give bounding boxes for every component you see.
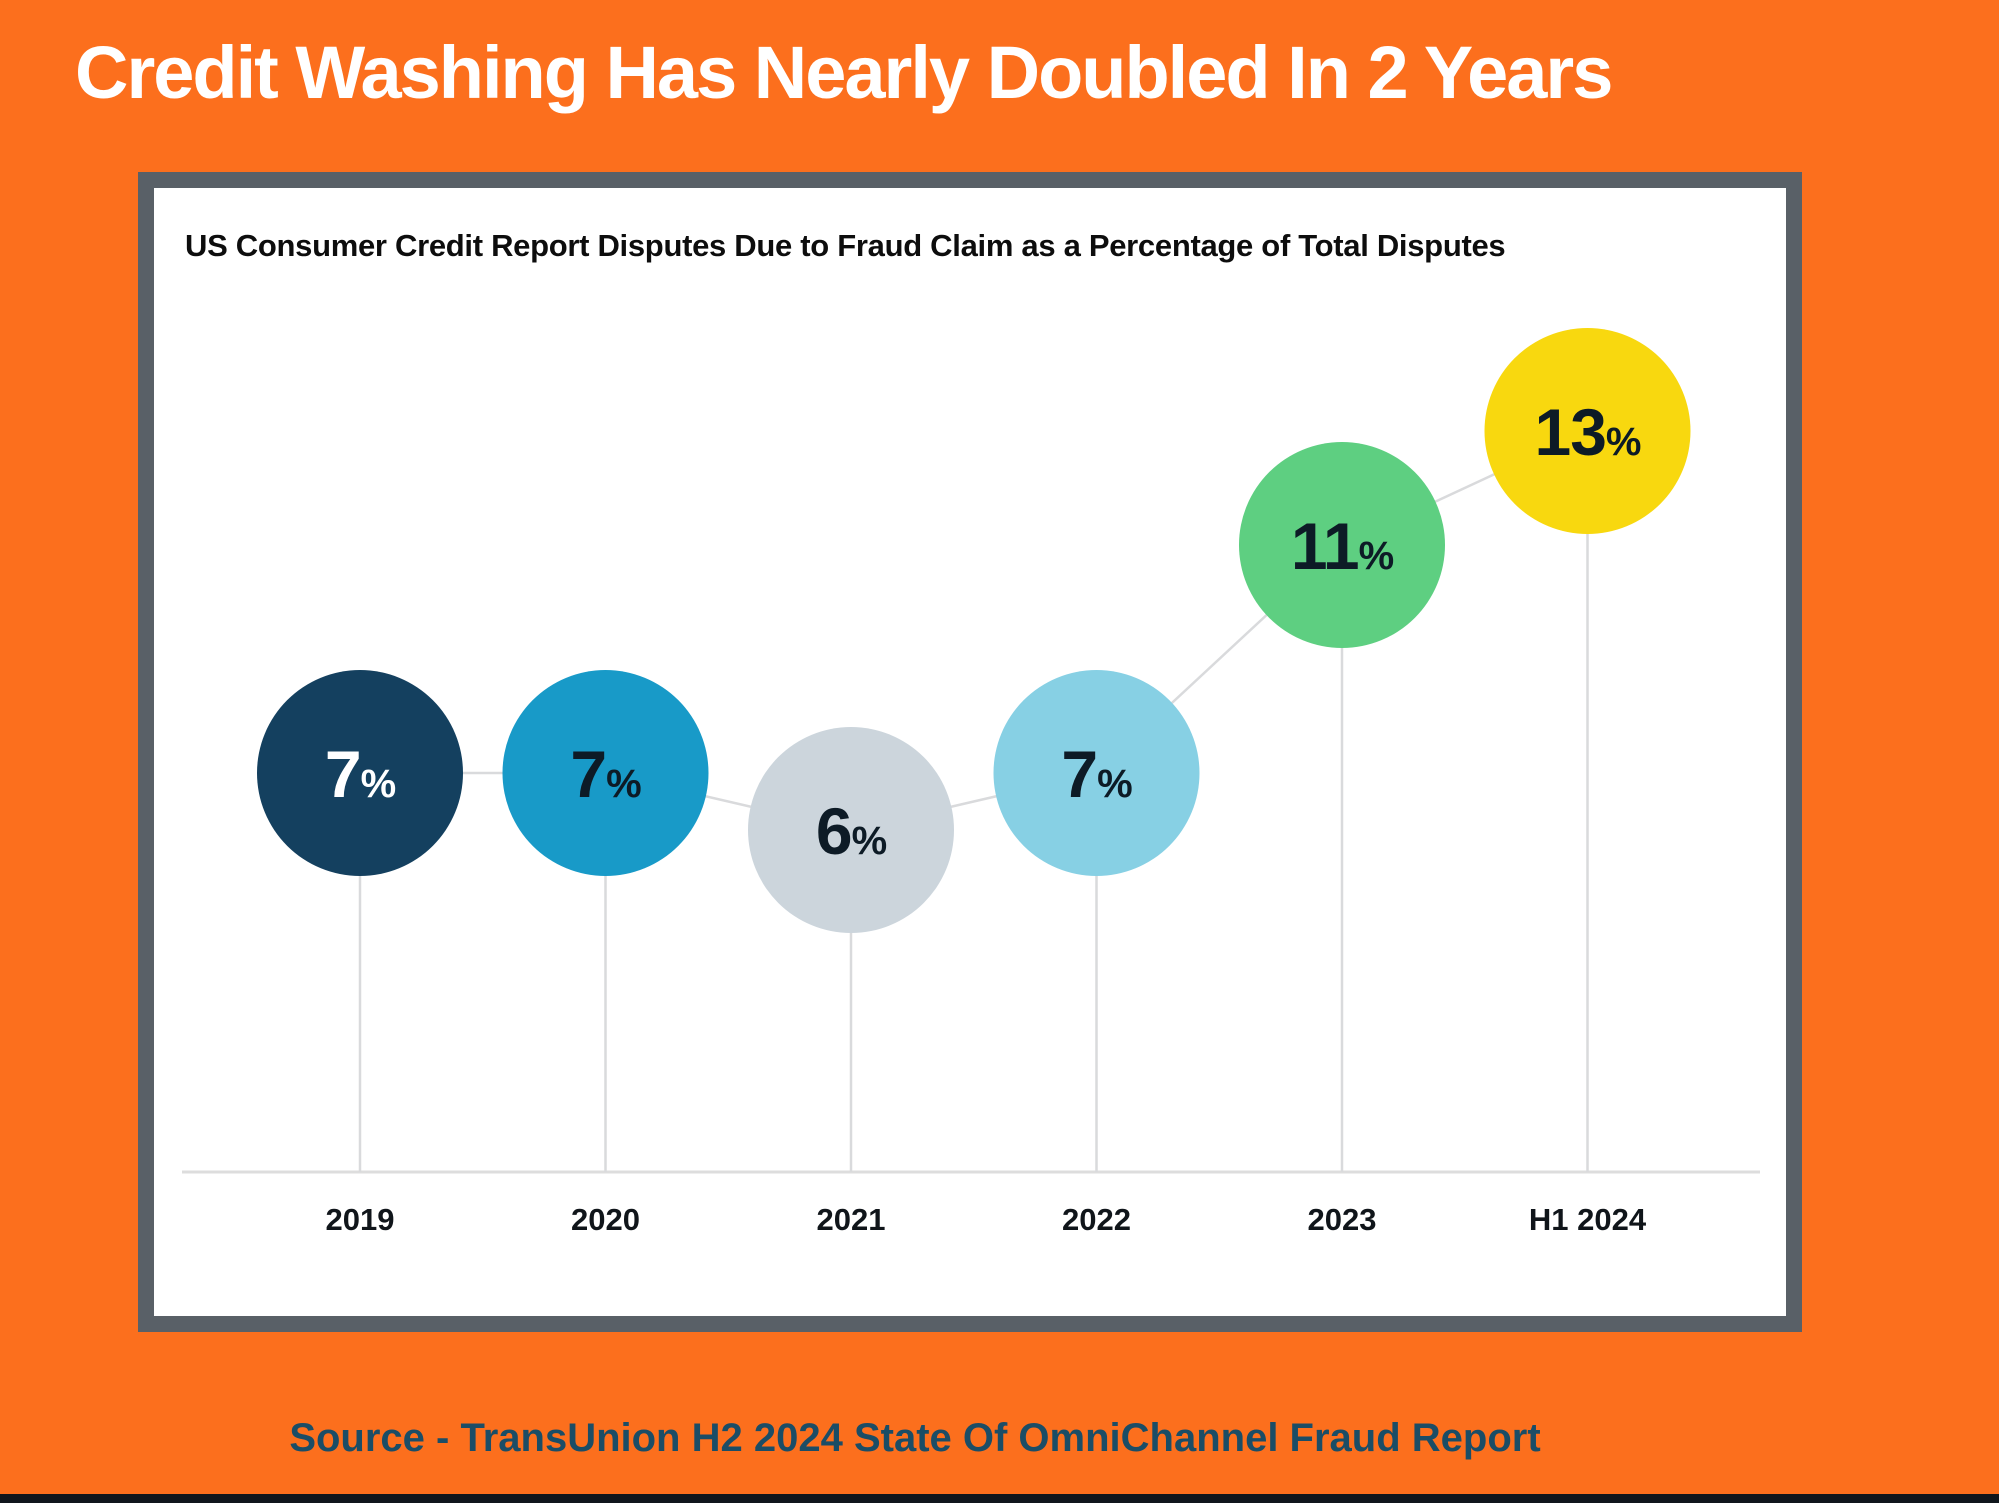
- axis-label-2022: 2022: [1062, 1202, 1131, 1237]
- bubble-value-2023: 11%: [1291, 509, 1394, 583]
- bubble-value-suffix: %: [606, 762, 641, 806]
- bubble-2021: [748, 727, 954, 933]
- bubble-h1-2024: [1484, 328, 1691, 534]
- bubble-value-h1-2024: 13%: [1535, 395, 1641, 469]
- bubble-2020: [502, 670, 709, 876]
- bubble-value-number: 13: [1535, 395, 1606, 469]
- bubble-value-2020: 7%: [570, 737, 641, 811]
- bubble-value-number: 11: [1291, 509, 1359, 583]
- axis-label-2023: 2023: [1308, 1202, 1377, 1237]
- bubble-2023: [1239, 442, 1445, 648]
- bottom-strip: [0, 1494, 1999, 1503]
- bubble-value-suffix: %: [361, 762, 396, 806]
- bubble-value-number: 7: [570, 737, 606, 811]
- chart-card: 7% 7% 6% 7% 11% 13% 2019 2020 2021 2022 2023 H1 202…: [138, 172, 1802, 1332]
- bubble-value-number: 7: [1061, 737, 1097, 811]
- bubble-2019: [257, 670, 463, 876]
- page-title: Credit Washing Has Nearly Doubled In 2 Y…: [75, 31, 1613, 114]
- bubble-value-2021: 6%: [816, 794, 887, 868]
- axis-label-2019: 2019: [326, 1202, 395, 1237]
- bubble-value-suffix: %: [1606, 420, 1641, 464]
- bubble-2022: [993, 670, 1200, 876]
- axis-label-h1-2024: H1 2024: [1529, 1202, 1647, 1237]
- bubble-value-2022: 7%: [1061, 737, 1132, 811]
- bubble-chart: 7% 7%6%7%11%13%2019 2020 2021 2022 2023 H1 202…: [182, 328, 1760, 1237]
- bubble-value-suffix: %: [852, 819, 887, 863]
- axis-label-2021: 2021: [817, 1202, 886, 1237]
- bubble-value-number: 7: [325, 737, 361, 811]
- source-caption: Source - TransUnion H2 2024 State Of Omn…: [289, 1416, 1541, 1460]
- bubble-value-number: 6: [816, 794, 852, 868]
- bubble-value-suffix: %: [1097, 762, 1132, 806]
- bubble-value-2019: 7%: [325, 737, 396, 811]
- axis-label-2020: 2020: [571, 1202, 640, 1237]
- bubble-value-suffix: %: [1359, 534, 1394, 578]
- chart-subtitle: US Consumer Credit Report Disputes Due t…: [185, 228, 1506, 263]
